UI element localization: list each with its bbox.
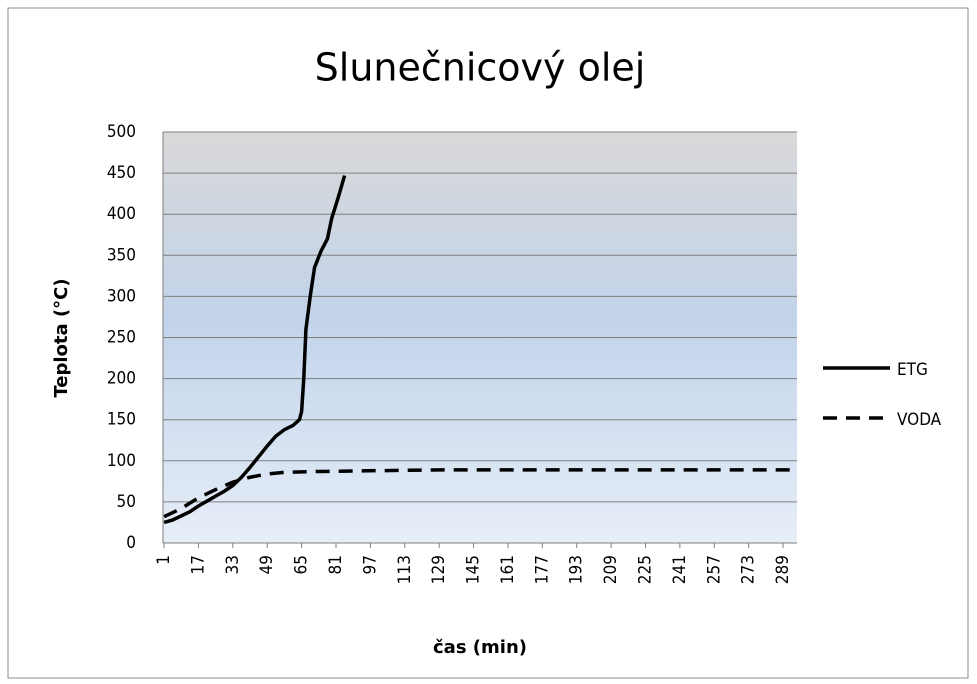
legend-label: VODA — [897, 410, 942, 430]
x-tick-label: 97 — [360, 555, 380, 574]
y-tick-label: 300 — [107, 286, 136, 306]
y-tick-label: 350 — [107, 245, 136, 265]
series-line — [163, 175, 347, 525]
x-tick-label: 33 — [223, 555, 243, 574]
y-tick-label: 100 — [107, 451, 136, 471]
y-axis-title: Teplota (°C) — [51, 278, 72, 397]
x-tick-label: 241 — [670, 555, 690, 584]
x-tick-label: 81 — [326, 555, 346, 574]
x-tick-label: 209 — [601, 555, 621, 584]
y-tick-label: 150 — [107, 410, 136, 430]
x-tick-label: 257 — [704, 555, 724, 584]
legend-label: ETG — [897, 360, 928, 380]
x-tick-label: 273 — [739, 555, 759, 584]
y-tick-label: 250 — [107, 328, 136, 348]
x-tick-label: 113 — [395, 555, 415, 584]
y-tick-label: 450 — [107, 163, 136, 183]
x-tick-label: 129 — [429, 555, 449, 584]
x-tick-label: 177 — [532, 555, 552, 584]
y-tick-label: 0 — [126, 533, 136, 553]
x-tick-label: 1 — [154, 555, 174, 565]
x-tick-label: 17 — [188, 555, 208, 574]
y-tick-label: 500 — [107, 122, 136, 142]
x-tick-label: 225 — [635, 555, 655, 584]
x-tick-label: 65 — [292, 555, 312, 574]
y-tick-label: 400 — [107, 204, 136, 224]
x-tick-label: 289 — [773, 555, 793, 584]
x-tick-label: 49 — [257, 555, 277, 574]
x-tick-label: 145 — [464, 555, 484, 584]
y-tick-label: 200 — [107, 369, 136, 389]
x-tick-label: 193 — [567, 555, 587, 584]
chart-title: Slunečnicový olej — [315, 46, 646, 90]
x-tick-label: 161 — [498, 555, 518, 584]
y-tick-label: 50 — [117, 492, 136, 512]
x-axis-title: čas (min) — [433, 637, 527, 658]
